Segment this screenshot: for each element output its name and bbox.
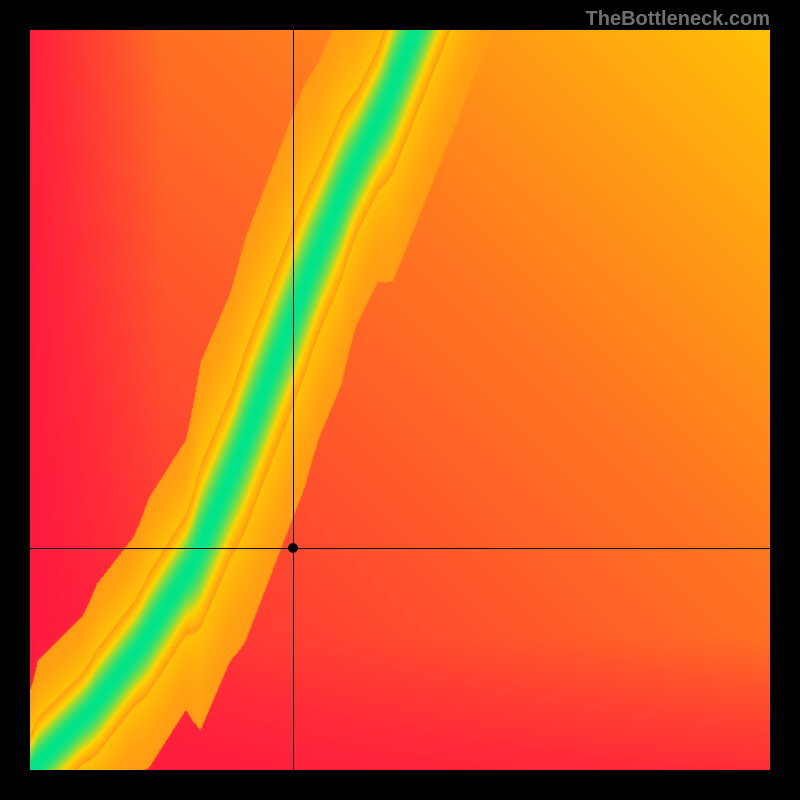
- crosshair-horizontal: [30, 548, 770, 549]
- watermark-text: TheBottleneck.com: [586, 8, 770, 31]
- heatmap-canvas: [30, 30, 770, 770]
- chart-container: TheBottleneck.com: [0, 0, 800, 800]
- marker-point: [288, 543, 298, 553]
- heatmap-plot: [30, 30, 770, 770]
- crosshair-vertical: [293, 30, 294, 770]
